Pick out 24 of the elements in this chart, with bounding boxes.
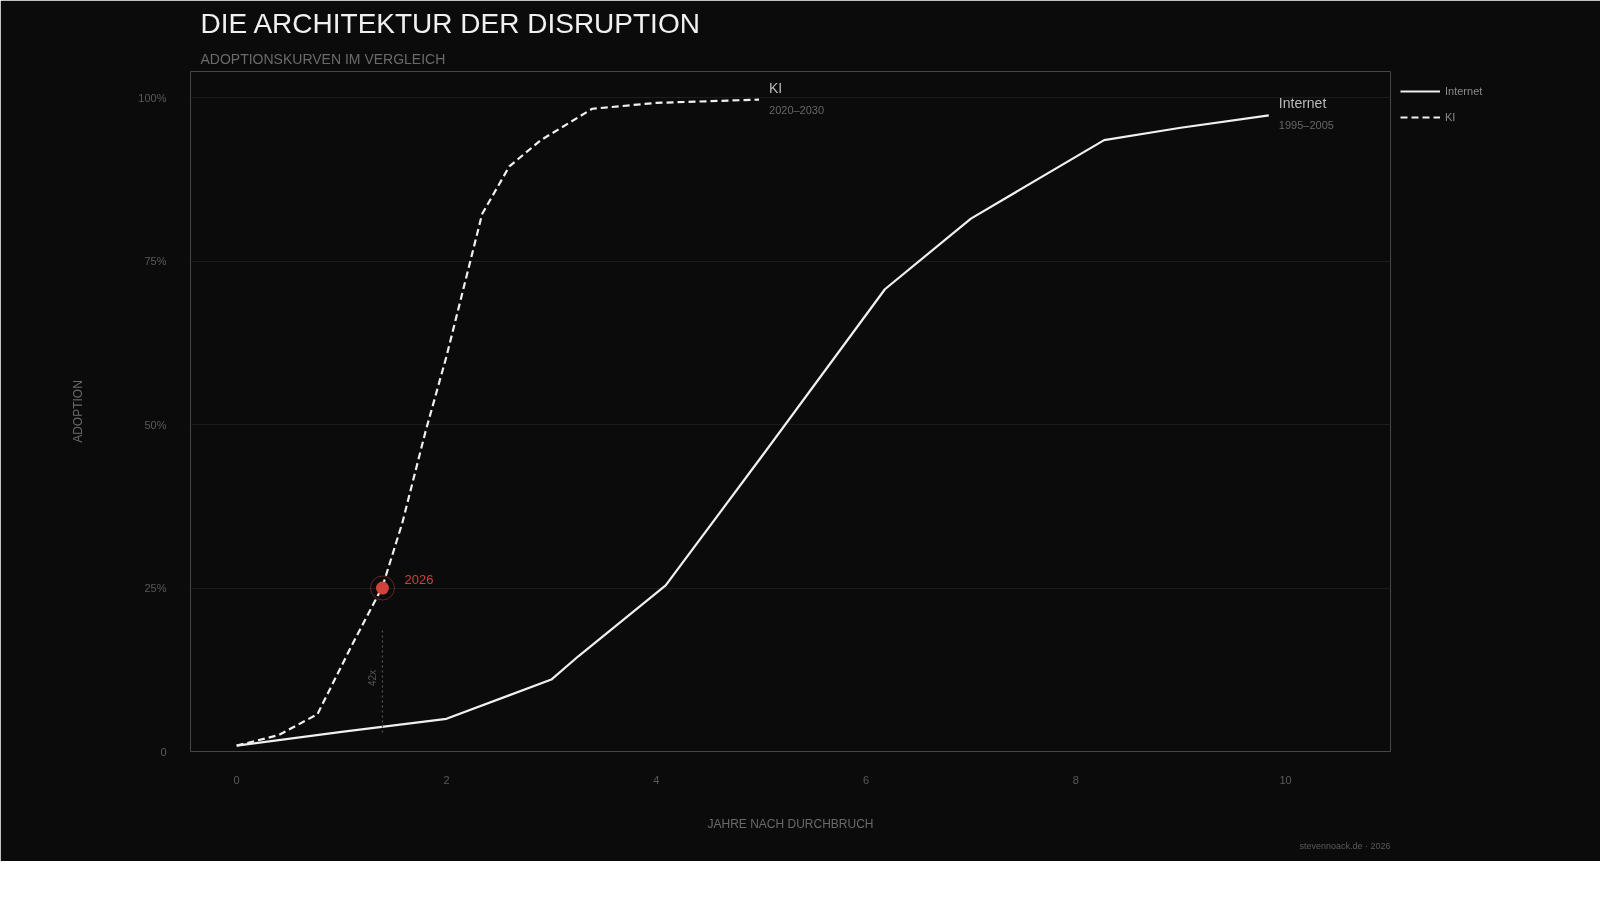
chart-title: DIE ARCHITEKTUR DER DISRUPTION [200,7,700,39]
y-tick-label: 25% [144,582,167,595]
y-tick-label: 100% [138,91,167,104]
annotation: Internet [1278,95,1327,112]
y-axis-title: ADOPTION [71,380,86,443]
y-tick-label: 75% [144,255,167,268]
x-tick-label: 8 [1072,773,1079,786]
x-tick-label: 6 [862,773,870,786]
annotation: 42x [366,669,378,687]
annotation: KI [769,79,783,96]
y-tick-label: 0 [160,745,167,758]
legend-label: Internet [1445,85,1483,97]
x-tick-label: 0 [233,773,240,786]
chart-subtitle: ADOPTIONSKURVEN IM VERGLEICH [200,50,446,67]
legend-label: KI [1445,111,1457,123]
x-tick-label: 2 [443,773,450,786]
y-tick-label: 50% [144,418,167,431]
x-axis-title: JAHRE NACH DURCHBRUCH [707,816,874,831]
x-tick-label: 4 [653,773,660,786]
annotation: 1995–2005 [1278,119,1334,132]
x-tick-label: 10 [1279,773,1292,786]
annotation: 2020–2030 [769,103,825,116]
text: stevennoack.de · 2026 [1299,840,1391,851]
annotation: 2026 [404,572,434,588]
